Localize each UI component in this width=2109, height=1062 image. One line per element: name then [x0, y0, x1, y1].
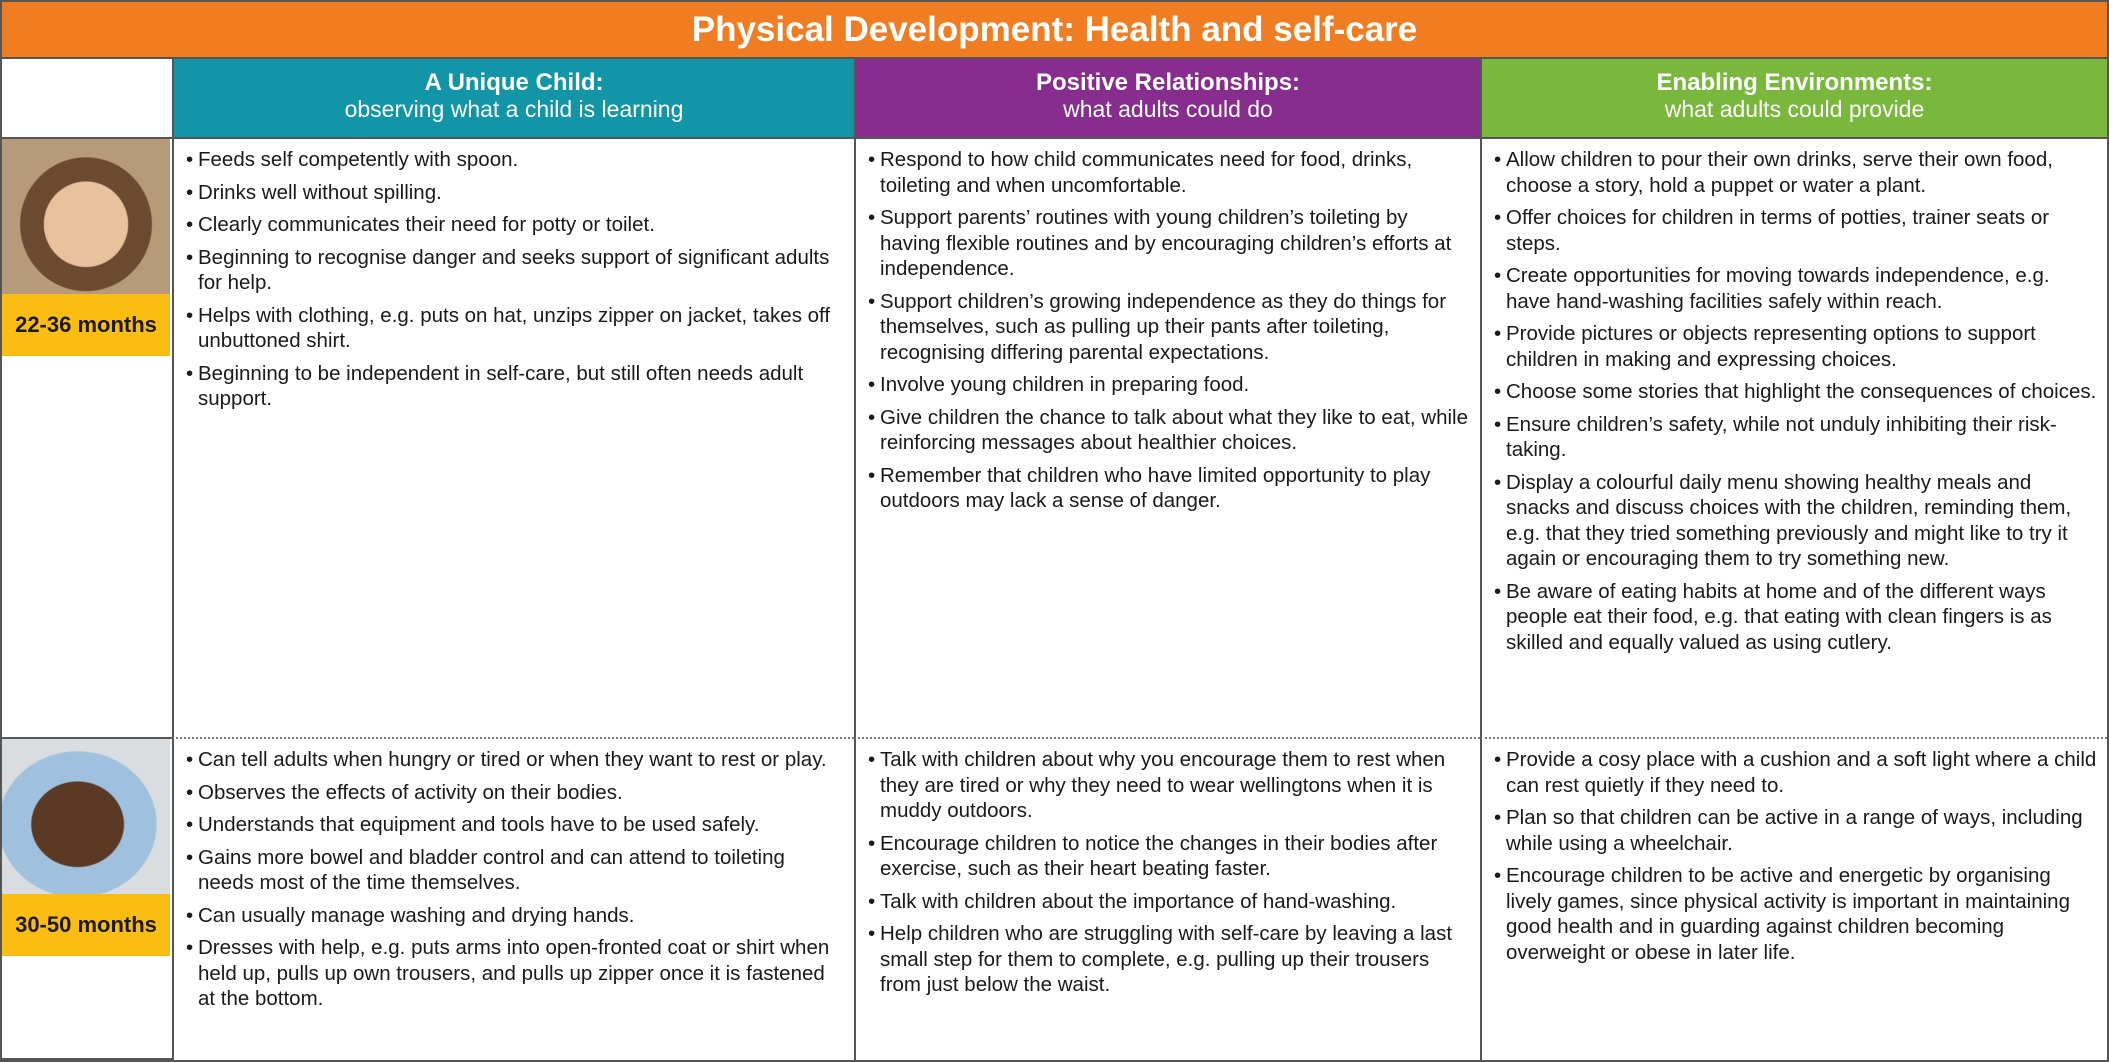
- bullet-item: Can usually manage washing and drying ha…: [186, 903, 844, 929]
- bullet-item: Create opportunities for moving towards …: [1494, 263, 2097, 314]
- age-cell: 22-36 months: [2, 139, 172, 739]
- bullet-item: Talk with children about why you encoura…: [868, 747, 1470, 824]
- bullet-item: Clearly communicates their need for pott…: [186, 212, 844, 238]
- bullet-list: Can tell adults when hungry or tired or …: [186, 747, 844, 1012]
- bullet-item: Help children who are struggling with se…: [868, 921, 1470, 998]
- bullet-item: Remember that children who have limited …: [868, 463, 1470, 514]
- bullet-item: Offer choices for children in terms of p…: [1494, 205, 2097, 256]
- bullet-list: Respond to how child communicates need f…: [868, 147, 1470, 514]
- bullet-item: Talk with children about the importance …: [868, 889, 1470, 915]
- column-title: Positive Relationships:: [1035, 69, 1301, 96]
- content-cell: Allow children to pour their own drinks,…: [1480, 139, 2107, 739]
- bullet-item: Support children’s growing independence …: [868, 289, 1470, 366]
- bullet-item: Observes the effects of activity on thei…: [186, 780, 844, 806]
- column-header: Enabling Environments: what adults could …: [1480, 59, 2107, 139]
- bullet-item: Allow children to pour their own drinks,…: [1494, 147, 2097, 198]
- bullet-list: Provide a cosy place with a cushion and …: [1494, 747, 2097, 965]
- bullet-item: Respond to how child communicates need f…: [868, 147, 1470, 198]
- bullet-item: Encourage children to be active and ener…: [1494, 863, 2097, 965]
- corner-cell: [2, 59, 172, 139]
- bullet-item: Support parents’ routines with young chi…: [868, 205, 1470, 282]
- bullet-item: Gains more bowel and bladder control and…: [186, 845, 844, 896]
- content-cell: Feeds self competently with spoon. Drinks…: [172, 139, 854, 739]
- bullet-item: Dresses with help, e.g. puts arms into o…: [186, 935, 844, 1012]
- content-cell: Can tell adults when hungry or tired or …: [172, 739, 854, 1060]
- table: A Unique Child: observing what a child is…: [2, 59, 2107, 1060]
- column-header: Positive Relationships: what adults could…: [854, 59, 1480, 139]
- bullet-item: Helps with clothing, e.g. puts on hat, u…: [186, 303, 844, 354]
- content-cell: Provide a cosy place with a cushion and …: [1480, 739, 2107, 1060]
- child-photo: [2, 739, 170, 894]
- bullet-item: Encourage children to notice the changes…: [868, 831, 1470, 882]
- bullet-item: Provide a cosy place with a cushion and …: [1494, 747, 2097, 798]
- column-subtitle: observing what a child is learning: [344, 96, 684, 122]
- bullet-item: Choose some stories that highlight the c…: [1494, 379, 2097, 405]
- content-cell: Talk with children about why you encoura…: [854, 739, 1480, 1060]
- bullet-list: Feeds self competently with spoon. Drinks…: [186, 147, 844, 412]
- child-photo: [2, 139, 170, 294]
- bullet-item: Understands that equipment and tools hav…: [186, 812, 844, 838]
- bullet-item: Beginning to recognise danger and seeks …: [186, 245, 844, 296]
- column-header: A Unique Child: observing what a child is…: [172, 59, 854, 139]
- age-cell: 30-50 months: [2, 739, 172, 1060]
- bullet-list: Talk with children about why you encoura…: [868, 747, 1470, 998]
- age-label: 22-36 months: [2, 294, 170, 356]
- bullet-item: Be aware of eating habits at home and of…: [1494, 579, 2097, 656]
- content-cell: Respond to how child communicates need f…: [854, 139, 1480, 739]
- bullet-item: Can tell adults when hungry or tired or …: [186, 747, 844, 773]
- column-subtitle: what adults could provide: [1664, 96, 1925, 122]
- column-subtitle: what adults could do: [1063, 96, 1273, 122]
- page-title: Physical Development: Health and self-ca…: [2, 2, 2107, 59]
- bullet-item: Drinks well without spilling.: [186, 180, 844, 206]
- age-label: 30-50 months: [2, 894, 170, 956]
- bullet-item: Plan so that children can be active in a…: [1494, 805, 2097, 856]
- bullet-item: Involve young children in preparing food…: [868, 372, 1470, 398]
- bullet-list: Allow children to pour their own drinks,…: [1494, 147, 2097, 655]
- bullet-item: Display a colourful daily menu showing h…: [1494, 470, 2097, 572]
- bullet-item: Feeds self competently with spoon.: [186, 147, 844, 173]
- bullet-item: Ensure children’s safety, while not undu…: [1494, 412, 2097, 463]
- bullet-item: Give children the chance to talk about w…: [868, 405, 1470, 456]
- bullet-item: Provide pictures or objects representing…: [1494, 321, 2097, 372]
- column-title: A Unique Child:: [424, 69, 604, 96]
- bullet-item: Beginning to be independent in self-care…: [186, 361, 844, 412]
- column-title: Enabling Environments:: [1656, 69, 1933, 96]
